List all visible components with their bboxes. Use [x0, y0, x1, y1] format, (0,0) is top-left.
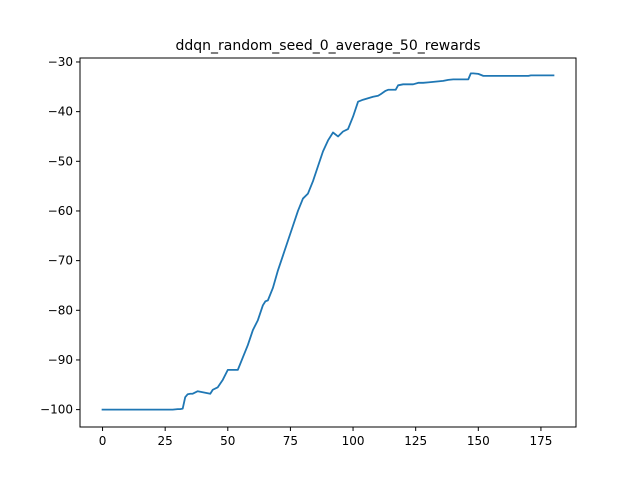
plot-area	[101, 72, 555, 411]
y-tick-label-7: −30	[48, 55, 73, 69]
chart-title: ddqn_random_seed_0_average_50_rewards	[175, 38, 480, 54]
x-tick-label-0: 0	[99, 434, 107, 448]
x-tick-label-4: 100	[342, 434, 365, 448]
y-tick-label-6: −40	[48, 105, 73, 119]
x-tick-label-2: 50	[220, 434, 235, 448]
x-tick-label-5: 125	[404, 434, 427, 448]
y-tick-label-3: −70	[48, 254, 73, 268]
x-tick-label-3: 75	[283, 434, 298, 448]
axes: 0 25 50 75 100 125 150 175 −100 −90 −80 −70 −60 −50 −4…	[40, 55, 577, 448]
y-tick-label-2: −80	[48, 303, 73, 317]
x-tick-label-6: 150	[467, 434, 490, 448]
axes-frame	[79, 57, 577, 428]
x-tick-label-7: 175	[529, 434, 552, 448]
series-line-0	[101, 72, 555, 411]
y-tick-label-1: −90	[48, 353, 73, 367]
y-tick-label-5: −50	[48, 154, 73, 168]
y-tick-label-4: −60	[48, 204, 73, 218]
x-tick-label-1: 25	[158, 434, 173, 448]
y-tick-label-0: −100	[40, 403, 73, 417]
